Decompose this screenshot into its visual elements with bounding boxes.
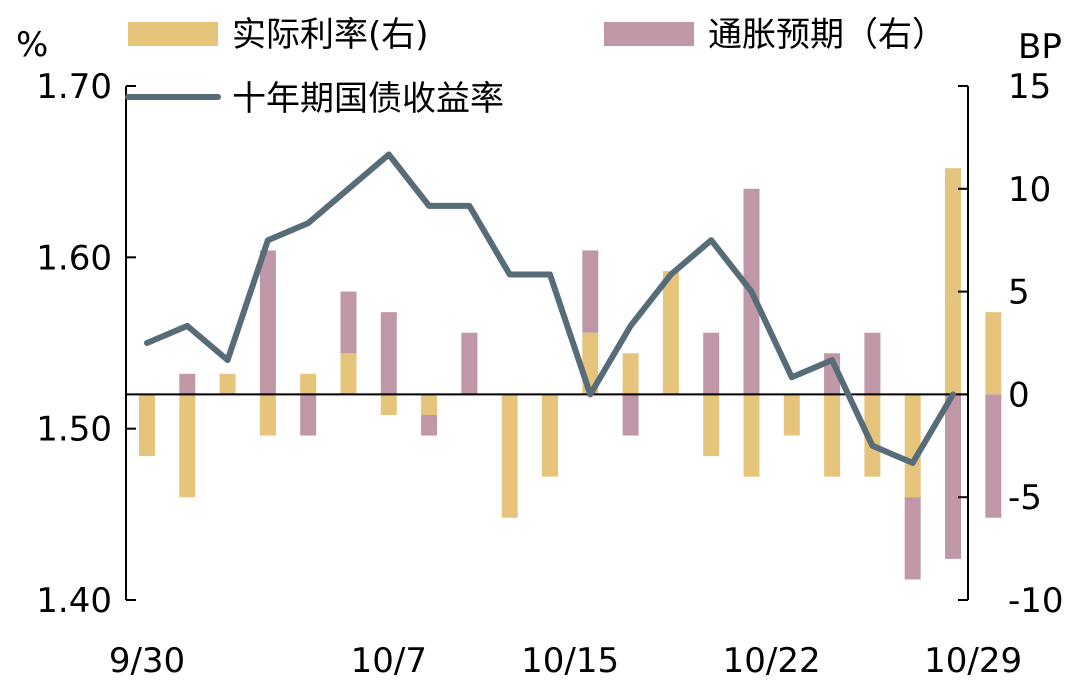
right-axis-unit: BP [1018,27,1062,67]
inflation-bar [259,250,276,395]
real-rate-bar [179,394,196,498]
real-rate-bar [743,394,760,477]
right-tick-label: 0 [1008,375,1030,415]
x-axis-labels: 9/30 10/7 10/15 10/22 10/29 [109,641,1022,681]
real-rate-bar [985,312,1002,395]
x-tick-label: 9/30 [109,641,185,681]
real-rate-bar [139,394,155,457]
real-rate-bar [703,394,720,457]
real-rate-bar [904,394,921,498]
legend: 实际利率(右) 通胀预期（右） 十年期国债收益率 [125,15,946,119]
real-rate-bar [219,373,236,395]
inflation-bar [904,497,921,580]
inflation-bar [985,394,1002,518]
legend-label-yield: 十年期国债收益率 [232,79,504,119]
real-rate-bar [380,394,397,415]
inflation-bar [421,414,438,436]
x-tick-label: 10/29 [924,641,1022,681]
real-rate-bar [824,394,841,477]
real-rate-bar [501,394,518,518]
right-tick-label: -5 [1008,478,1042,518]
right-tick-label: -10 [1008,581,1064,621]
inflation-bar [380,312,397,395]
legend-label-inflation: 通胀预期（右） [708,15,946,55]
right-tick-label: 5 [1008,273,1030,313]
inflation-bar [864,332,881,395]
x-tick-label: 10/15 [521,641,619,681]
inflation-bar [300,394,317,436]
right-axis-ticks: -10 -5 0 5 10 15 [958,67,1064,621]
inflation-bar [461,332,478,395]
ten-year-yield-line [144,151,956,466]
left-tick-label: 1.50 [36,410,112,450]
right-tick-label: 10 [1008,170,1051,210]
real-rate-bar [622,353,639,395]
real-rate-bar [542,394,558,477]
inflation-bar [703,332,720,395]
real-rate-bar [662,271,679,395]
inflation-expectation-bars [179,188,1002,580]
inflation-bar [179,373,196,395]
right-tick-label: 15 [1008,67,1051,107]
inflation-bar [340,291,357,354]
real-rate-bar [259,394,276,436]
inflation-bar [622,394,639,436]
left-tick-label: 1.40 [36,581,112,621]
left-tick-label: 1.70 [36,67,112,107]
left-axis-unit: % [16,25,48,65]
real-rate-bar [300,373,317,395]
legend-label-real-rate: 实际利率(右) [232,15,429,55]
x-tick-label: 10/7 [351,641,427,681]
real-rate-bar [783,394,800,436]
real-rate-bar [945,168,961,395]
inflation-bar [945,394,961,559]
inflation-bar [582,250,599,333]
legend-swatch-real-rate [128,22,218,46]
real-rate-bar [864,394,881,477]
real-rate-bar [340,353,357,395]
real-rate-bars [139,168,1002,518]
left-axis-ticks: 1.40 1.50 1.60 1.70 [36,67,136,621]
real-rate-bar [421,394,438,415]
left-tick-label: 1.60 [36,238,112,278]
x-tick-label: 10/22 [723,641,821,681]
legend-swatch-inflation [604,22,694,46]
